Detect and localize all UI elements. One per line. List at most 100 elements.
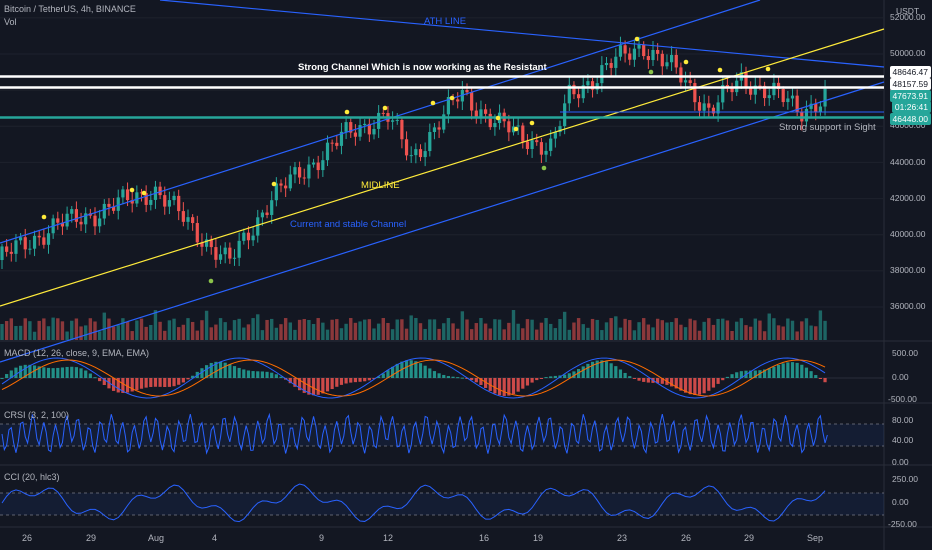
macd-histogram-bar — [776, 364, 781, 378]
macd-histogram-bar — [404, 360, 409, 378]
candle-body — [74, 209, 78, 222]
volume-bar — [753, 318, 757, 340]
volume-bar — [721, 318, 725, 340]
macd-histogram-bar — [135, 378, 139, 391]
macd-histogram-bar — [311, 378, 316, 396]
volume-bar — [409, 315, 413, 340]
volume-bar — [335, 319, 339, 340]
candle-body — [781, 89, 785, 103]
volume-bar — [493, 319, 497, 340]
macd-histogram-bar — [42, 367, 46, 378]
candle-body — [19, 237, 23, 241]
candle-body — [637, 44, 641, 49]
volume-bar — [149, 324, 153, 340]
symbol-title: Bitcoin / TetherUS, 4h, BINANCE — [4, 4, 136, 14]
candle-body — [525, 141, 530, 149]
candle-body — [432, 127, 437, 133]
candle-body — [590, 81, 595, 90]
volume-bar — [762, 331, 767, 340]
candle-body — [60, 222, 65, 227]
macd-histogram-bar — [51, 368, 55, 378]
macd-histogram-bar — [177, 378, 181, 385]
pivot-dot — [683, 59, 689, 65]
candle-body — [656, 49, 660, 54]
candle-body — [116, 197, 120, 211]
volume-bar — [655, 318, 660, 340]
volume-bar — [595, 319, 599, 340]
candle-body — [693, 83, 697, 103]
volume-bar — [88, 318, 93, 340]
support-label: Strong support in Sight — [779, 122, 876, 133]
volume-bar — [93, 321, 97, 340]
volume-bar — [158, 321, 162, 340]
volume-bar — [325, 329, 330, 340]
macd-histogram-bar — [423, 365, 427, 378]
macd-histogram-bar — [205, 365, 209, 378]
candle-body — [674, 54, 678, 68]
price-tag: 46448.00 — [889, 113, 931, 125]
candle-body — [725, 85, 729, 87]
volume-bar — [651, 327, 655, 340]
macd-histogram-bar — [818, 378, 822, 379]
candle-body — [144, 193, 148, 205]
candle-body — [776, 82, 781, 90]
candle-body — [488, 113, 492, 128]
macd-histogram-bar — [200, 368, 204, 378]
cci-label[interactable]: CCI (20, hlc3) — [4, 472, 60, 482]
candle-body — [628, 53, 632, 60]
macd-histogram-bar — [70, 366, 74, 378]
macd-histogram-bar — [214, 361, 218, 378]
volume-bar — [195, 330, 199, 340]
volume-bar — [488, 328, 492, 340]
macd-histogram-bar — [707, 378, 711, 391]
pivot-dot — [141, 190, 147, 196]
macd-histogram-bar — [730, 374, 734, 378]
candle-body — [428, 132, 432, 152]
volume-bar — [84, 325, 88, 340]
macd-histogram-bar — [9, 370, 13, 378]
candle-body — [344, 122, 348, 132]
macd-histogram-bar — [670, 378, 674, 387]
volume-bar — [446, 318, 451, 340]
candle-body — [232, 257, 237, 259]
macd-histogram-bar — [46, 367, 51, 378]
macd-histogram-bar — [237, 367, 241, 378]
time-axis-label: 23 — [617, 533, 628, 543]
macd-histogram-bar — [674, 378, 678, 389]
volume-bar — [483, 323, 488, 340]
macd-histogram-bar — [395, 363, 399, 378]
pivot-dot — [41, 214, 47, 220]
macd-histogram-bar — [563, 374, 567, 378]
candle-body — [112, 206, 116, 211]
macd-histogram-bar — [391, 366, 395, 378]
macd-histogram-bar — [256, 371, 260, 378]
candle-body — [507, 121, 511, 133]
volume-bar — [530, 319, 534, 340]
macd-histogram-bar — [377, 376, 381, 378]
macd-histogram-bar — [535, 378, 539, 381]
volume-bar — [0, 324, 4, 340]
volume-bar — [544, 318, 548, 340]
macd-histogram-bar — [186, 378, 190, 380]
macd-histogram-bar — [88, 373, 92, 378]
volume-bar — [679, 324, 683, 340]
candle-body — [577, 94, 581, 99]
macd-histogram-bar — [814, 375, 818, 378]
volume-bar — [256, 314, 260, 340]
candle-body — [604, 62, 609, 66]
macd-histogram-bar — [84, 370, 88, 378]
macd-label[interactable]: MACD (12, 26, close, 9, EMA, EMA) — [4, 348, 150, 358]
candle-body — [293, 167, 297, 175]
candle-body — [535, 140, 539, 143]
macd-histogram-bar — [823, 378, 827, 383]
volume-bar — [404, 328, 409, 340]
volume-bar — [42, 318, 46, 340]
crsi-label[interactable]: CRSI (3, 2, 100) — [4, 410, 70, 420]
macd-histogram-bar — [144, 378, 148, 388]
candle-body — [200, 242, 204, 247]
volume-bar — [516, 323, 520, 340]
price-axis-label: 44000.00 — [890, 157, 926, 167]
candle-body — [697, 102, 702, 111]
crsi-axis-label: 80.00 — [892, 415, 914, 425]
